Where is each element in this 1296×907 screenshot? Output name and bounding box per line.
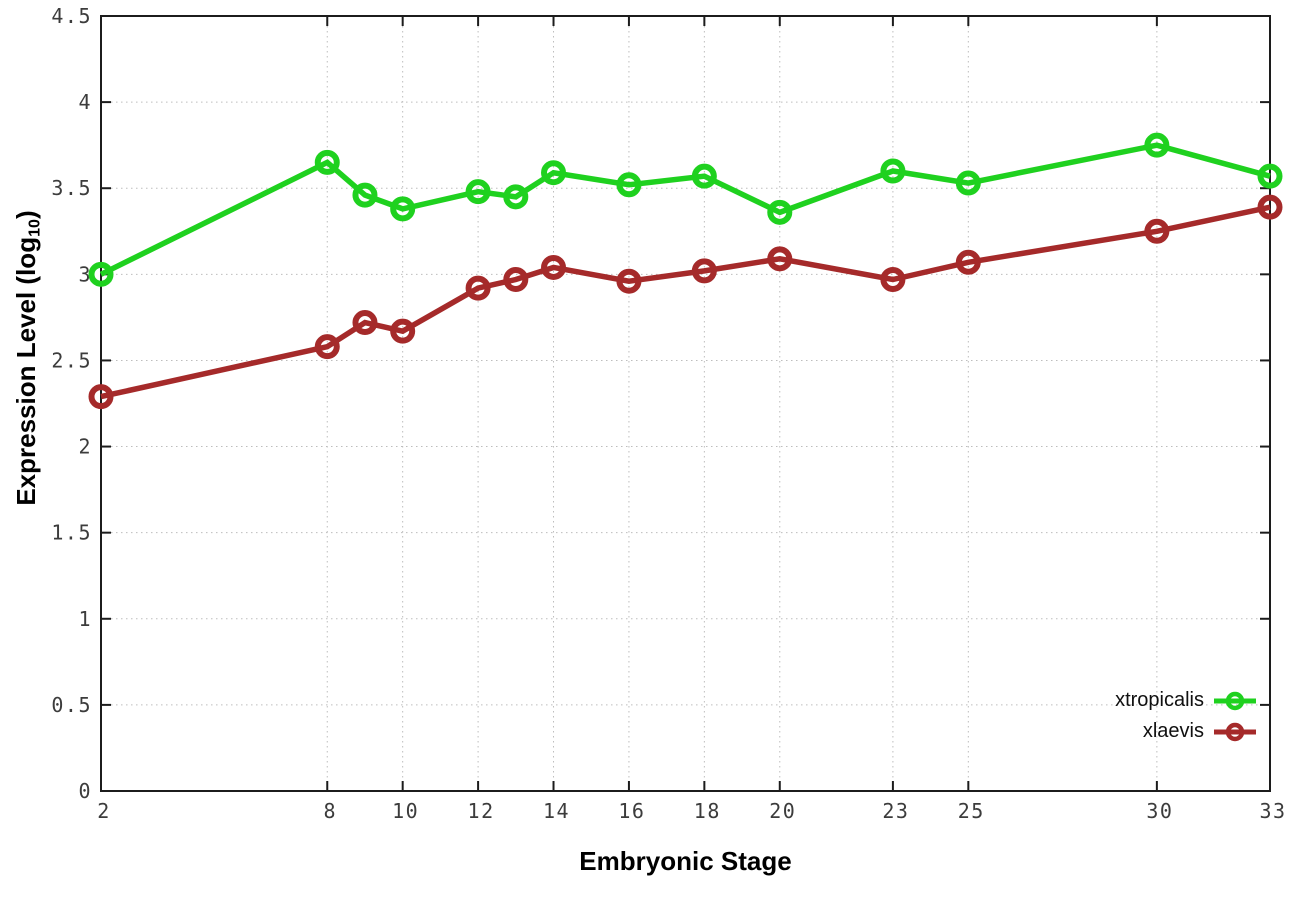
series-xlaevis-marker	[955, 249, 981, 275]
x-tick-label: 25	[958, 799, 985, 823]
y-axis-title-text: Expression Level (log	[11, 236, 41, 506]
series-xtropicalis-marker	[541, 160, 567, 186]
tick-marks	[100, 15, 1271, 792]
series-xtropicalis-marker	[352, 182, 378, 208]
x-tick-label: 8	[323, 799, 337, 823]
series-xlaevis-marker	[352, 310, 378, 336]
legend-label: xtropicalis	[1115, 689, 1204, 711]
x-tick-label: 30	[1146, 799, 1173, 823]
series-xlaevis	[88, 194, 1283, 410]
legend-item-xlaevis: xlaevis	[1143, 717, 1256, 746]
y-tick-label: 3	[78, 262, 92, 286]
gridlines	[101, 16, 1270, 791]
legend: xtropicalis xlaevis	[1115, 686, 1256, 746]
series-xtropicalis-marker	[1144, 132, 1170, 158]
plot-border	[100, 15, 1271, 792]
series-xlaevis-marker	[1144, 218, 1170, 244]
x-tick-labels: 2 8 10 12 14 16 18 20 23 25 30 33	[97, 799, 1286, 823]
series-xtropicalis-marker	[880, 158, 906, 184]
series-xtropicalis-marker	[955, 170, 981, 196]
series-xlaevis-line	[100, 204, 1271, 400]
series-xtropicalis-marker	[465, 179, 491, 205]
y-tick-label: 0.5	[51, 693, 92, 717]
legend-item-xtropicalis: xtropicalis	[1115, 686, 1256, 715]
y-tick-label: 3.5	[51, 176, 92, 200]
series-xlaevis-marker	[88, 384, 114, 410]
y-tick-label: 1	[78, 607, 92, 631]
legend-label: xlaevis	[1142, 720, 1204, 742]
x-tick-label: 23	[882, 799, 909, 823]
series-xtropicalis-marker	[503, 184, 529, 210]
y-axis-title-suffix: )	[11, 210, 41, 219]
y-axis-title: Expression Level (log10)	[11, 58, 45, 658]
series-xlaevis-marker	[390, 318, 416, 344]
y-tick-label: 2	[78, 435, 92, 459]
series-xtropicalis-marker	[1257, 163, 1283, 189]
series-xlaevis-marker	[880, 267, 906, 292]
series-xtropicalis	[88, 132, 1283, 287]
series-xtropicalis-marker	[390, 196, 416, 222]
y-tick-label: 1.5	[51, 521, 92, 545]
series-xlaevis-marker	[465, 275, 491, 301]
y-tick-labels: 0 0.5 1 1.5 2 2.5 3 3.5 4 4.5	[51, 4, 92, 803]
y-tick-label: 0	[78, 779, 92, 803]
x-tick-label: 20	[769, 799, 796, 823]
y-tick-label: 4	[78, 90, 92, 114]
series-xlaevis-marker	[503, 267, 529, 292]
series-xlaevis-marker	[541, 254, 567, 280]
x-tick-label: 16	[618, 799, 645, 823]
series-xtropicalis-marker	[314, 149, 340, 175]
series-xlaevis-marker	[767, 246, 793, 272]
x-tick-label: 14	[543, 799, 570, 823]
series-xlaevis-marker	[314, 334, 340, 360]
x-tick-label: 10	[392, 799, 419, 823]
x-tick-label: 33	[1259, 799, 1286, 823]
x-tick-label: 12	[468, 799, 495, 823]
y-axis-title-subscript: 10	[25, 219, 44, 237]
series-xtropicalis-line	[99, 142, 1271, 277]
y-tick-label: 2.5	[51, 348, 92, 372]
x-axis-title: Embryonic Stage	[579, 846, 792, 876]
x-tick-label: 2	[97, 799, 111, 823]
x-tick-label: 18	[694, 799, 721, 823]
series-xtropicalis-marker	[616, 172, 642, 198]
series-xlaevis-marker	[1257, 194, 1283, 220]
series-xtropicalis-marker	[767, 199, 793, 225]
series-xlaevis-marker	[691, 258, 717, 284]
legend-key-icon	[1214, 722, 1256, 741]
y-tick-label: 4.5	[51, 4, 92, 28]
series-xtropicalis-marker	[88, 261, 114, 287]
series-xtropicalis-marker	[691, 163, 717, 189]
series-xlaevis-marker	[616, 268, 642, 294]
legend-key-icon	[1214, 691, 1256, 710]
